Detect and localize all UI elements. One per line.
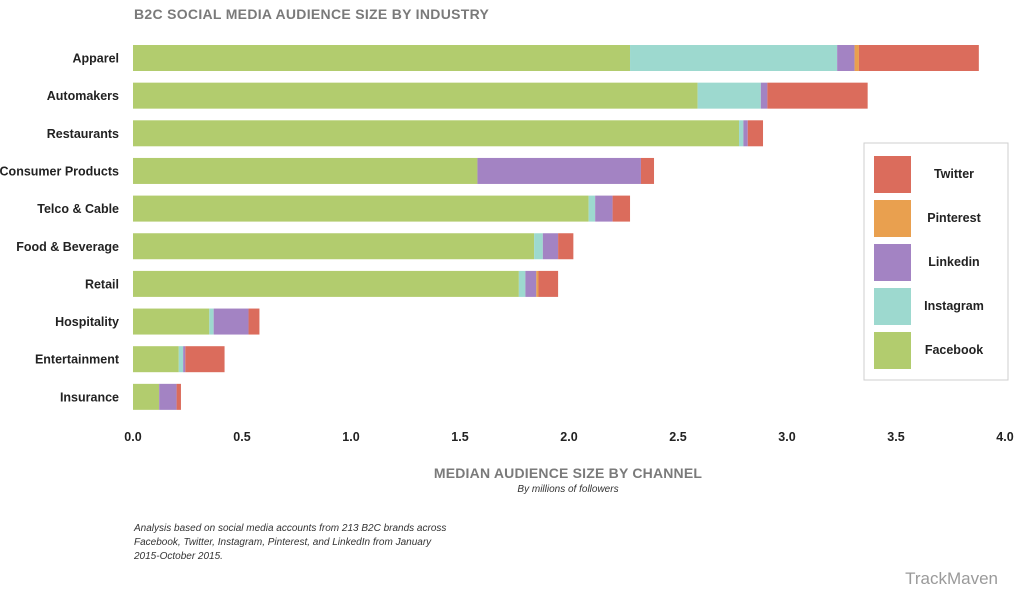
bar-telco-and-cable-linkedin	[595, 195, 613, 222]
x-tick-labels: 0.0 0.5 1.0 1.5 2.0 2.5 3.0 3.5 4.0	[124, 430, 1013, 444]
footnote-line-1: Analysis based on social media accounts …	[133, 523, 446, 534]
bar-restaurants-instagram	[739, 120, 744, 147]
bar-entertainment-linkedin	[183, 346, 186, 373]
bar-consumer-products-twitter	[640, 157, 655, 184]
bar-automakers-linkedin	[760, 82, 768, 109]
footnote-line-2: Facebook, Twitter, Instagram, Pinterest,…	[134, 537, 432, 548]
bar-apparel-twitter	[858, 45, 979, 71]
category-labels: Apparel Automakers Restaurants Consumer Pro…	[0, 52, 120, 405]
legend-label-instagram: Instagram	[924, 299, 984, 313]
legend-items: Twitter Pinterest Linkedin Instagram Faceboo…	[874, 156, 984, 369]
legend-swatch-pinterest	[874, 200, 911, 237]
bar-retail-facebook	[133, 270, 519, 297]
x-tick-3-5: 3.5	[887, 430, 904, 444]
bar-food-and-beverage-instagram	[534, 233, 543, 260]
legend-label-facebook: Facebook	[925, 343, 983, 357]
bar-consumer-products-linkedin	[477, 157, 641, 184]
bar-telco-and-cable-twitter	[612, 195, 631, 222]
bar-apparel-instagram	[630, 45, 838, 71]
legend-swatch-twitter	[874, 156, 911, 193]
x-tick-0-0: 0.0	[124, 430, 141, 444]
category-label-retail: Retail	[85, 277, 119, 291]
legend: Twitter Pinterest Linkedin Instagram Faceboo…	[863, 142, 1009, 381]
bar-telco-and-cable-facebook	[133, 195, 589, 222]
bar-hospitality-facebook	[133, 308, 210, 335]
category-label-telco-and-cable: Telco & Cable	[37, 202, 119, 216]
legend-label-linkedin: Linkedin	[928, 255, 979, 269]
bar-consumer-products-facebook	[133, 157, 478, 184]
legend-swatch-linkedin	[874, 244, 911, 281]
bar-hospitality-linkedin	[213, 308, 249, 335]
bar-apparel-linkedin	[837, 45, 855, 71]
category-label-automakers: Automakers	[47, 89, 119, 103]
x-tick-0-5: 0.5	[233, 430, 250, 444]
x-tick-1-0: 1.0	[342, 430, 359, 444]
category-label-entertainment: Entertainment	[35, 353, 120, 367]
bar-restaurants-twitter	[747, 120, 764, 147]
x-axis-sublabel: By millions of followers	[517, 484, 618, 495]
chart-title: B2C SOCIAL MEDIA AUDIENCE SIZE BY INDUST…	[134, 6, 489, 22]
legend-swatch-instagram	[874, 288, 911, 325]
bar-automakers-instagram	[697, 82, 761, 109]
bar-restaurants-linkedin	[743, 120, 748, 147]
x-tick-4-0: 4.0	[996, 430, 1013, 444]
bar-food-and-beverage-facebook	[133, 233, 535, 260]
category-label-hospitality: Hospitality	[55, 315, 119, 329]
bar-apparel-pinterest	[854, 45, 859, 71]
x-axis-label: MEDIAN AUDIENCE SIZE BY CHANNEL	[434, 465, 703, 481]
bar-food-and-beverage-linkedin	[542, 233, 559, 260]
category-label-insurance: Insurance	[60, 390, 119, 404]
bar-insurance-facebook	[133, 383, 160, 410]
legend-swatch-facebook	[874, 332, 911, 369]
category-label-consumer-products: Consumer Products	[0, 164, 119, 178]
footnote-line-3: 2015-October 2015.	[133, 551, 223, 562]
category-label-apparel: Apparel	[72, 52, 119, 66]
bar-food-and-beverage-twitter	[558, 233, 574, 260]
bar-entertainment-twitter	[185, 346, 225, 373]
x-tick-3-0: 3.0	[778, 430, 795, 444]
bar-entertainment-facebook	[133, 346, 179, 373]
bar-insurance-linkedin	[159, 383, 177, 410]
bar-restaurants-facebook	[133, 120, 740, 147]
x-tick-1-5: 1.5	[451, 430, 468, 444]
x-tick-2-5: 2.5	[669, 430, 686, 444]
bar-insurance-twitter	[176, 383, 181, 410]
bar-apparel-facebook	[133, 45, 631, 71]
bar-hospitality-twitter	[248, 308, 260, 335]
bar-entertainment-instagram	[178, 346, 184, 373]
bar-automakers-facebook	[133, 82, 698, 109]
category-label-restaurants: Restaurants	[47, 127, 119, 141]
bars	[133, 45, 979, 410]
legend-label-pinterest: Pinterest	[927, 211, 981, 225]
brand-logo: TrackMaven	[905, 569, 998, 588]
bar-retail-twitter	[538, 270, 559, 297]
category-label-food-and-beverage: Food & Beverage	[16, 240, 119, 254]
bar-retail-linkedin	[525, 270, 537, 297]
bar-hospitality-instagram	[209, 308, 214, 335]
bar-retail-instagram	[518, 270, 526, 297]
legend-label-twitter: Twitter	[934, 167, 974, 181]
bar-telco-and-cable-instagram	[588, 195, 596, 222]
bar-retail-pinterest	[536, 270, 539, 297]
x-tick-2-0: 2.0	[560, 430, 577, 444]
bar-automakers-twitter	[767, 82, 868, 109]
